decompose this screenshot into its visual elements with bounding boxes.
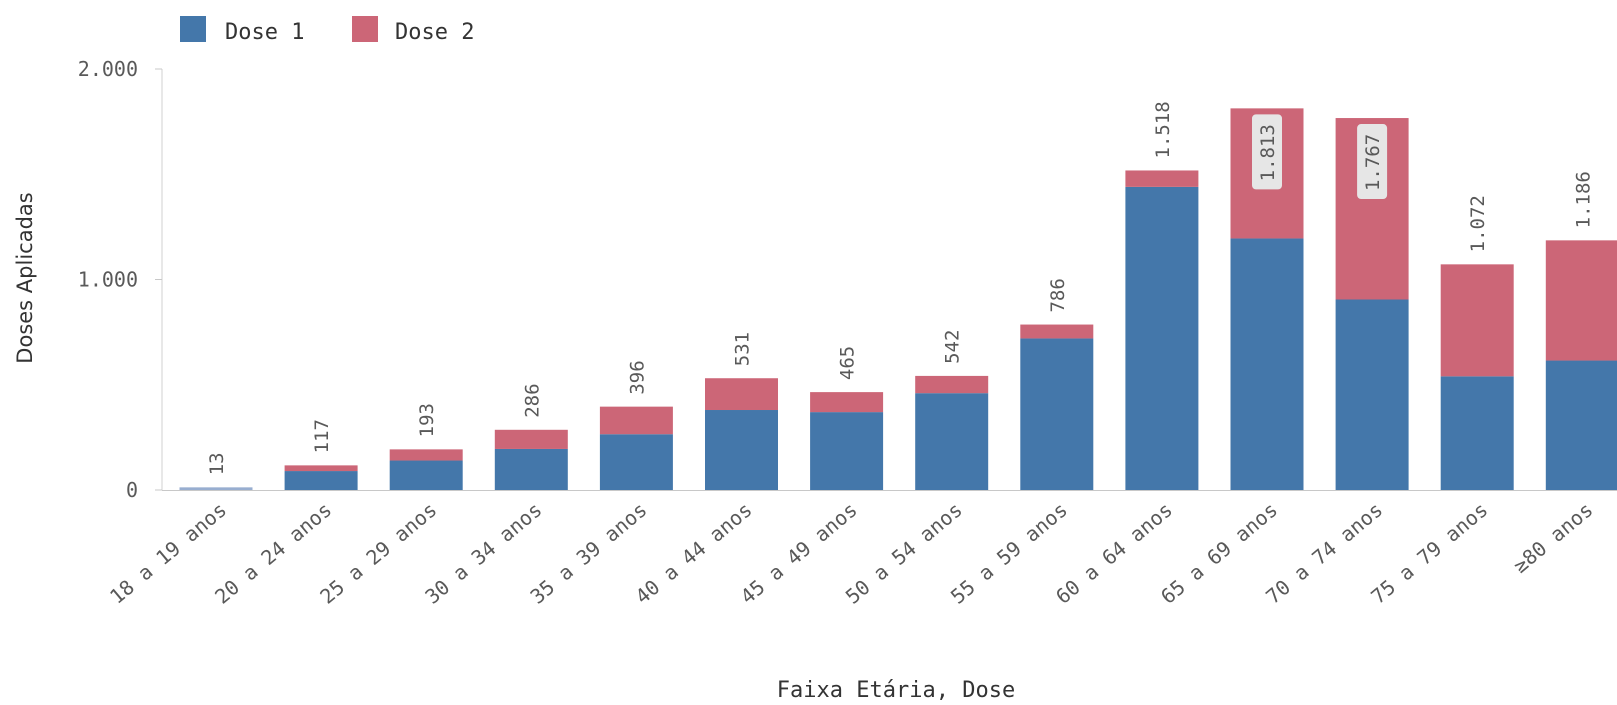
bar-dose-1[interactable] xyxy=(705,410,778,490)
value-label: 1.186 xyxy=(1572,171,1594,228)
value-label: 1.767 xyxy=(1362,134,1384,191)
bar-dose-1[interactable] xyxy=(599,434,673,490)
bar-dose-2[interactable] xyxy=(1020,324,1094,339)
bar-dose-1[interactable] xyxy=(1545,360,1617,490)
bars xyxy=(179,108,1617,490)
legend[interactable]: Dose 1 Dose 2 xyxy=(180,16,474,45)
y-tick-label: 0 xyxy=(126,478,138,502)
value-label: 542 xyxy=(942,330,964,364)
value-label: 117 xyxy=(311,419,333,453)
value-label: 786 xyxy=(1047,278,1069,312)
bar-dose-2[interactable] xyxy=(179,487,253,488)
bar-dose-2[interactable] xyxy=(1440,264,1514,377)
y-axis: 0 1.000 2.000 xyxy=(78,57,163,502)
bar-dose-1[interactable] xyxy=(179,487,253,490)
bar-dose-2[interactable] xyxy=(1125,170,1199,187)
bar-dose-1[interactable] xyxy=(389,460,463,490)
x-tick-label: ≥80 anos xyxy=(1508,497,1597,577)
legend-label-dose-1: Dose 1 xyxy=(225,20,304,45)
bar-dose-1[interactable] xyxy=(915,393,989,490)
bar-dose-1[interactable] xyxy=(1335,299,1409,490)
bar-dose-2[interactable] xyxy=(810,392,884,413)
x-axis-title: Faixa Etária, Dose xyxy=(777,678,1015,703)
value-label: 193 xyxy=(416,403,438,437)
value-label: 1.072 xyxy=(1467,195,1489,252)
y-axis-title: Doses Aplicadas xyxy=(13,192,37,363)
value-label-box xyxy=(1252,114,1282,190)
bar-dose-1[interactable] xyxy=(1125,186,1199,490)
legend-label-dose-2: Dose 2 xyxy=(395,20,474,45)
bar-dose-1[interactable] xyxy=(810,412,884,490)
value-label: 286 xyxy=(521,383,543,417)
bar-dose-2[interactable] xyxy=(915,375,989,394)
value-label: 1.518 xyxy=(1152,101,1174,158)
bar-dose-2[interactable] xyxy=(389,449,463,461)
value-label: 531 xyxy=(732,332,754,366)
value-label: 396 xyxy=(626,360,648,394)
bar-dose-1[interactable] xyxy=(1440,376,1514,490)
bar-dose-2[interactable] xyxy=(284,465,358,472)
bar-dose-2[interactable] xyxy=(705,378,778,411)
value-label: 13 xyxy=(206,452,228,475)
bar-dose-2[interactable] xyxy=(1545,240,1617,361)
y-tick-label: 2.000 xyxy=(78,57,138,81)
value-labels: 13 117 193 286 396 531 465 542 786 1.518 1.813 1.76… xyxy=(206,101,1594,475)
value-label: 465 xyxy=(837,346,859,380)
legend-swatch-dose-1 xyxy=(180,16,206,42)
bar-dose-1[interactable] xyxy=(494,448,568,490)
value-label-box xyxy=(1357,124,1388,200)
legend-swatch-dose-2 xyxy=(352,16,378,42)
bar-dose-1[interactable] xyxy=(1020,338,1094,490)
bar-dose-2[interactable] xyxy=(599,406,673,435)
bar-dose-1[interactable] xyxy=(284,471,358,490)
y-tick-label: 1.000 xyxy=(78,268,138,292)
bar-dose-1[interactable] xyxy=(1230,238,1304,490)
value-label: 1.813 xyxy=(1257,124,1279,181)
bar-dose-2[interactable] xyxy=(494,429,568,449)
